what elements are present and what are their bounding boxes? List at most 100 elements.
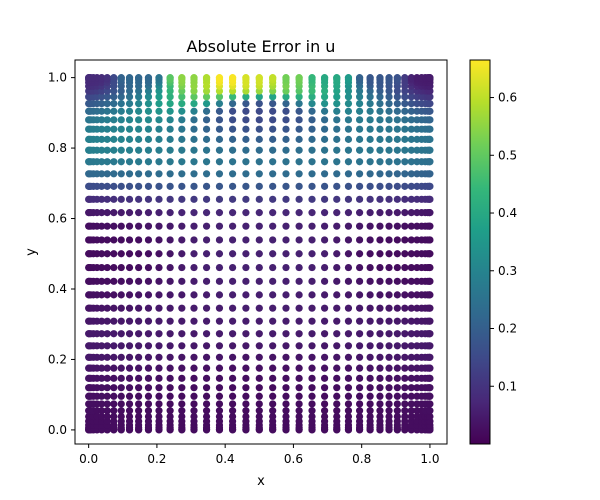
scatter-point (98, 74, 106, 82)
scatter-point (228, 107, 237, 115)
scatter-point (295, 304, 303, 312)
scatter-point (407, 116, 415, 124)
scatter-point (215, 263, 224, 272)
scatter-point (295, 146, 303, 154)
scatter-point (110, 392, 118, 400)
scatter-point (426, 182, 434, 190)
scatter-point (366, 392, 374, 400)
scatter-point (117, 158, 125, 166)
scatter-point (215, 407, 224, 415)
scatter-point (110, 277, 118, 285)
scatter-point (117, 107, 125, 115)
scatter-point (190, 116, 198, 124)
scatter-point (426, 74, 434, 82)
scatter-point (98, 107, 106, 115)
scatter-point (255, 364, 263, 372)
scatter-point (269, 407, 277, 415)
scatter-point (135, 125, 143, 133)
scatter-point (135, 107, 143, 115)
scatter-point (117, 170, 125, 178)
scatter-point (407, 277, 415, 285)
scatter-point (103, 116, 111, 124)
scatter-point (401, 384, 409, 392)
scatter-point (135, 222, 143, 230)
scatter-point (344, 277, 353, 285)
scatter-point (103, 400, 111, 408)
scatter-point (242, 317, 250, 325)
scatter-point (407, 317, 415, 325)
scatter-point (117, 182, 125, 190)
scatter-point (255, 392, 263, 400)
scatter-point (117, 209, 125, 217)
scatter-point (125, 250, 134, 258)
scatter-point (144, 93, 153, 101)
scatter-point (178, 99, 186, 108)
scatter-point (166, 93, 174, 101)
scatter-point (103, 135, 111, 143)
scatter-point (376, 146, 384, 154)
scatter-point (308, 364, 316, 372)
scatter-point (125, 317, 134, 325)
scatter-point (125, 412, 134, 421)
scatter-point (393, 182, 401, 190)
scatter-point (110, 374, 118, 382)
scatter-point (228, 99, 237, 108)
scatter-point (282, 195, 290, 203)
scatter-point (426, 170, 434, 178)
scatter-point (282, 125, 290, 133)
scatter-point (215, 170, 224, 178)
scatter-point (269, 116, 277, 124)
scatter-point (333, 407, 341, 415)
scatter-point (228, 277, 237, 285)
scatter-point (98, 195, 106, 203)
scatter-point (190, 135, 198, 143)
scatter-point (166, 99, 174, 108)
scatter-point (166, 170, 174, 178)
scatter-point (269, 342, 277, 350)
scatter-point (393, 330, 401, 338)
scatter-point (117, 304, 125, 312)
scatter-point (228, 93, 237, 101)
scatter-point (155, 250, 163, 258)
scatter-point (103, 236, 111, 244)
scatter-point (393, 135, 401, 143)
scatter-point (385, 250, 393, 258)
scatter-point (401, 263, 409, 272)
scatter-point (117, 277, 125, 285)
scatter-point (135, 93, 143, 101)
scatter-point (117, 374, 125, 382)
scatter-point (282, 374, 290, 382)
scatter-point (103, 107, 111, 115)
scatter-point (242, 384, 250, 392)
scatter-point (308, 304, 316, 312)
scatter-point (117, 263, 125, 272)
scatter-point (190, 364, 198, 372)
scatter-point (144, 236, 153, 244)
scatter-point (110, 291, 118, 299)
scatter-point (344, 182, 353, 190)
scatter-point (282, 304, 290, 312)
scatter-point (228, 374, 237, 382)
scatter-point (269, 277, 277, 285)
scatter-point (228, 116, 237, 124)
scatter-point (393, 384, 401, 392)
scatter-point (98, 353, 106, 361)
scatter-point (125, 99, 134, 108)
scatter-point (155, 125, 163, 133)
scatter-point (407, 99, 415, 108)
scatter-point (110, 353, 118, 361)
scatter-point (103, 209, 111, 217)
scatter-point (376, 170, 384, 178)
scatter-point (355, 250, 364, 258)
y-tick-label: 0.8 (48, 141, 67, 155)
scatter-point (333, 392, 341, 400)
scatter-point (376, 250, 384, 258)
scatter-point (401, 116, 409, 124)
scatter-point (228, 263, 237, 272)
scatter-point (242, 304, 250, 312)
scatter-point (144, 125, 153, 133)
scatter-point (144, 277, 153, 285)
scatter-point (178, 277, 186, 285)
scatter-point (407, 135, 415, 143)
scatter-point (376, 277, 384, 285)
